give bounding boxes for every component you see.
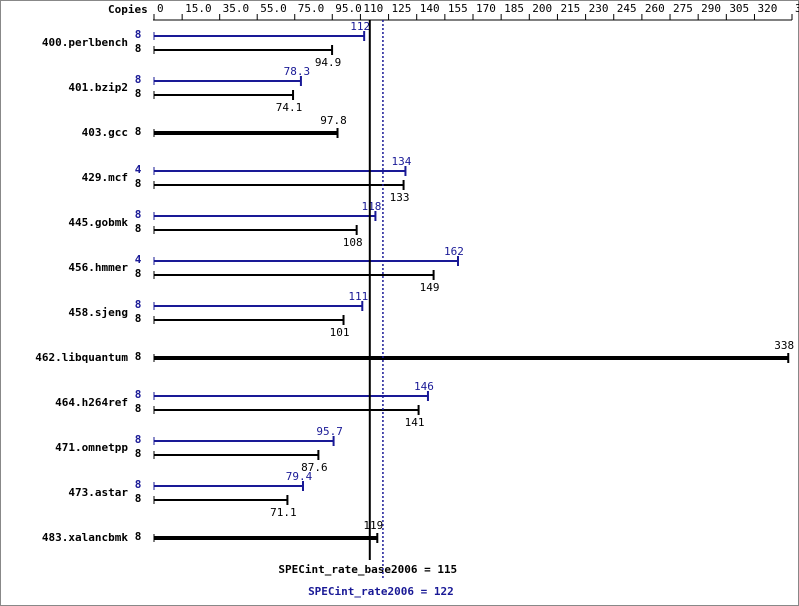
x-tick-label: 260: [645, 2, 665, 15]
value-label: 71.1: [270, 506, 297, 519]
value-label: 78.3: [284, 65, 311, 78]
x-tick-label: 200: [532, 2, 552, 15]
category-label: 471.omnetpp: [55, 441, 128, 454]
copies-label: 8: [135, 530, 142, 543]
copies-label: 8: [135, 222, 142, 235]
copies-label: 8: [135, 388, 142, 401]
value-label: 74.1: [276, 101, 303, 114]
reference-label: SPECint_rate_base2006 = 115: [278, 563, 457, 576]
copies-label: 8: [135, 28, 142, 41]
x-tick-label: 215: [560, 2, 580, 15]
x-tick-label: 275: [673, 2, 693, 15]
x-tick-label: 125: [392, 2, 412, 15]
value-label: 101: [330, 326, 350, 339]
category-label: 456.hmmer: [68, 261, 128, 274]
copies-label: 8: [135, 433, 142, 446]
x-tick-label: 320: [757, 2, 777, 15]
x-tick-label: 35.0: [223, 2, 250, 15]
x-tick-label: 230: [589, 2, 609, 15]
copies-label: 8: [135, 42, 142, 55]
copies-label: 8: [135, 492, 142, 505]
copies-label: 8: [135, 350, 142, 363]
category-label: 483.xalancbmk: [42, 531, 128, 544]
copies-label: 8: [135, 208, 142, 221]
category-label: 403.gcc: [82, 126, 128, 139]
value-label: 146: [414, 380, 434, 393]
copies-label: 8: [135, 298, 142, 311]
x-tick-label: 305: [729, 2, 749, 15]
copies-label: 8: [135, 73, 142, 86]
copies-label: 8: [135, 125, 142, 138]
value-label: 112: [350, 20, 370, 33]
value-label: 87.6: [301, 461, 328, 474]
x-tick-label: 95.0: [335, 2, 362, 15]
x-tick-label: 185: [504, 2, 524, 15]
x-tick-label: 110: [363, 2, 383, 15]
reference-label: SPECint_rate2006 = 122: [308, 585, 454, 598]
x-tick-label: 155: [448, 2, 468, 15]
copies-label: 8: [135, 478, 142, 491]
value-label: 94.9: [315, 56, 342, 69]
category-label: 445.gobmk: [68, 216, 128, 229]
value-label: 338: [774, 339, 794, 352]
value-label: 95.7: [316, 425, 343, 438]
x-tick-label: 290: [701, 2, 721, 15]
value-label: 134: [392, 155, 412, 168]
category-label: 464.h264ref: [55, 396, 128, 409]
value-label: 149: [420, 281, 440, 294]
value-label: 133: [390, 191, 410, 204]
value-label: 118: [361, 200, 381, 213]
category-label: 429.mcf: [82, 171, 128, 184]
value-label: 162: [444, 245, 464, 258]
copies-label: 8: [135, 312, 142, 325]
value-label: 141: [405, 416, 425, 429]
category-label: 400.perlbench: [42, 36, 128, 49]
category-label: 473.astar: [68, 486, 128, 499]
copies-label: 8: [135, 402, 142, 415]
value-label: 111: [348, 290, 368, 303]
category-label: 458.sjeng: [68, 306, 128, 319]
x-tick-label: 340: [795, 2, 799, 15]
x-tick-label: 0: [157, 2, 164, 15]
copies-label: 8: [135, 447, 142, 460]
value-label: 119: [363, 519, 383, 532]
value-label: 108: [343, 236, 363, 249]
x-tick-label: 75.0: [298, 2, 325, 15]
x-tick-label: 170: [476, 2, 496, 15]
value-label: 79.4: [286, 470, 313, 483]
value-label: 97.8: [320, 114, 347, 127]
copies-label: 8: [135, 87, 142, 100]
copies-label: 8: [135, 267, 142, 280]
category-label: 401.bzip2: [68, 81, 128, 94]
copies-header: Copies: [108, 3, 148, 16]
x-tick-label: 15.0: [185, 2, 212, 15]
copies-label: 8: [135, 177, 142, 190]
category-label: 462.libquantum: [35, 351, 128, 364]
x-tick-label: 55.0: [260, 2, 287, 15]
copies-label: 4: [135, 253, 142, 266]
copies-label: 4: [135, 163, 142, 176]
x-tick-label: 140: [420, 2, 440, 15]
x-tick-label: 245: [617, 2, 637, 15]
